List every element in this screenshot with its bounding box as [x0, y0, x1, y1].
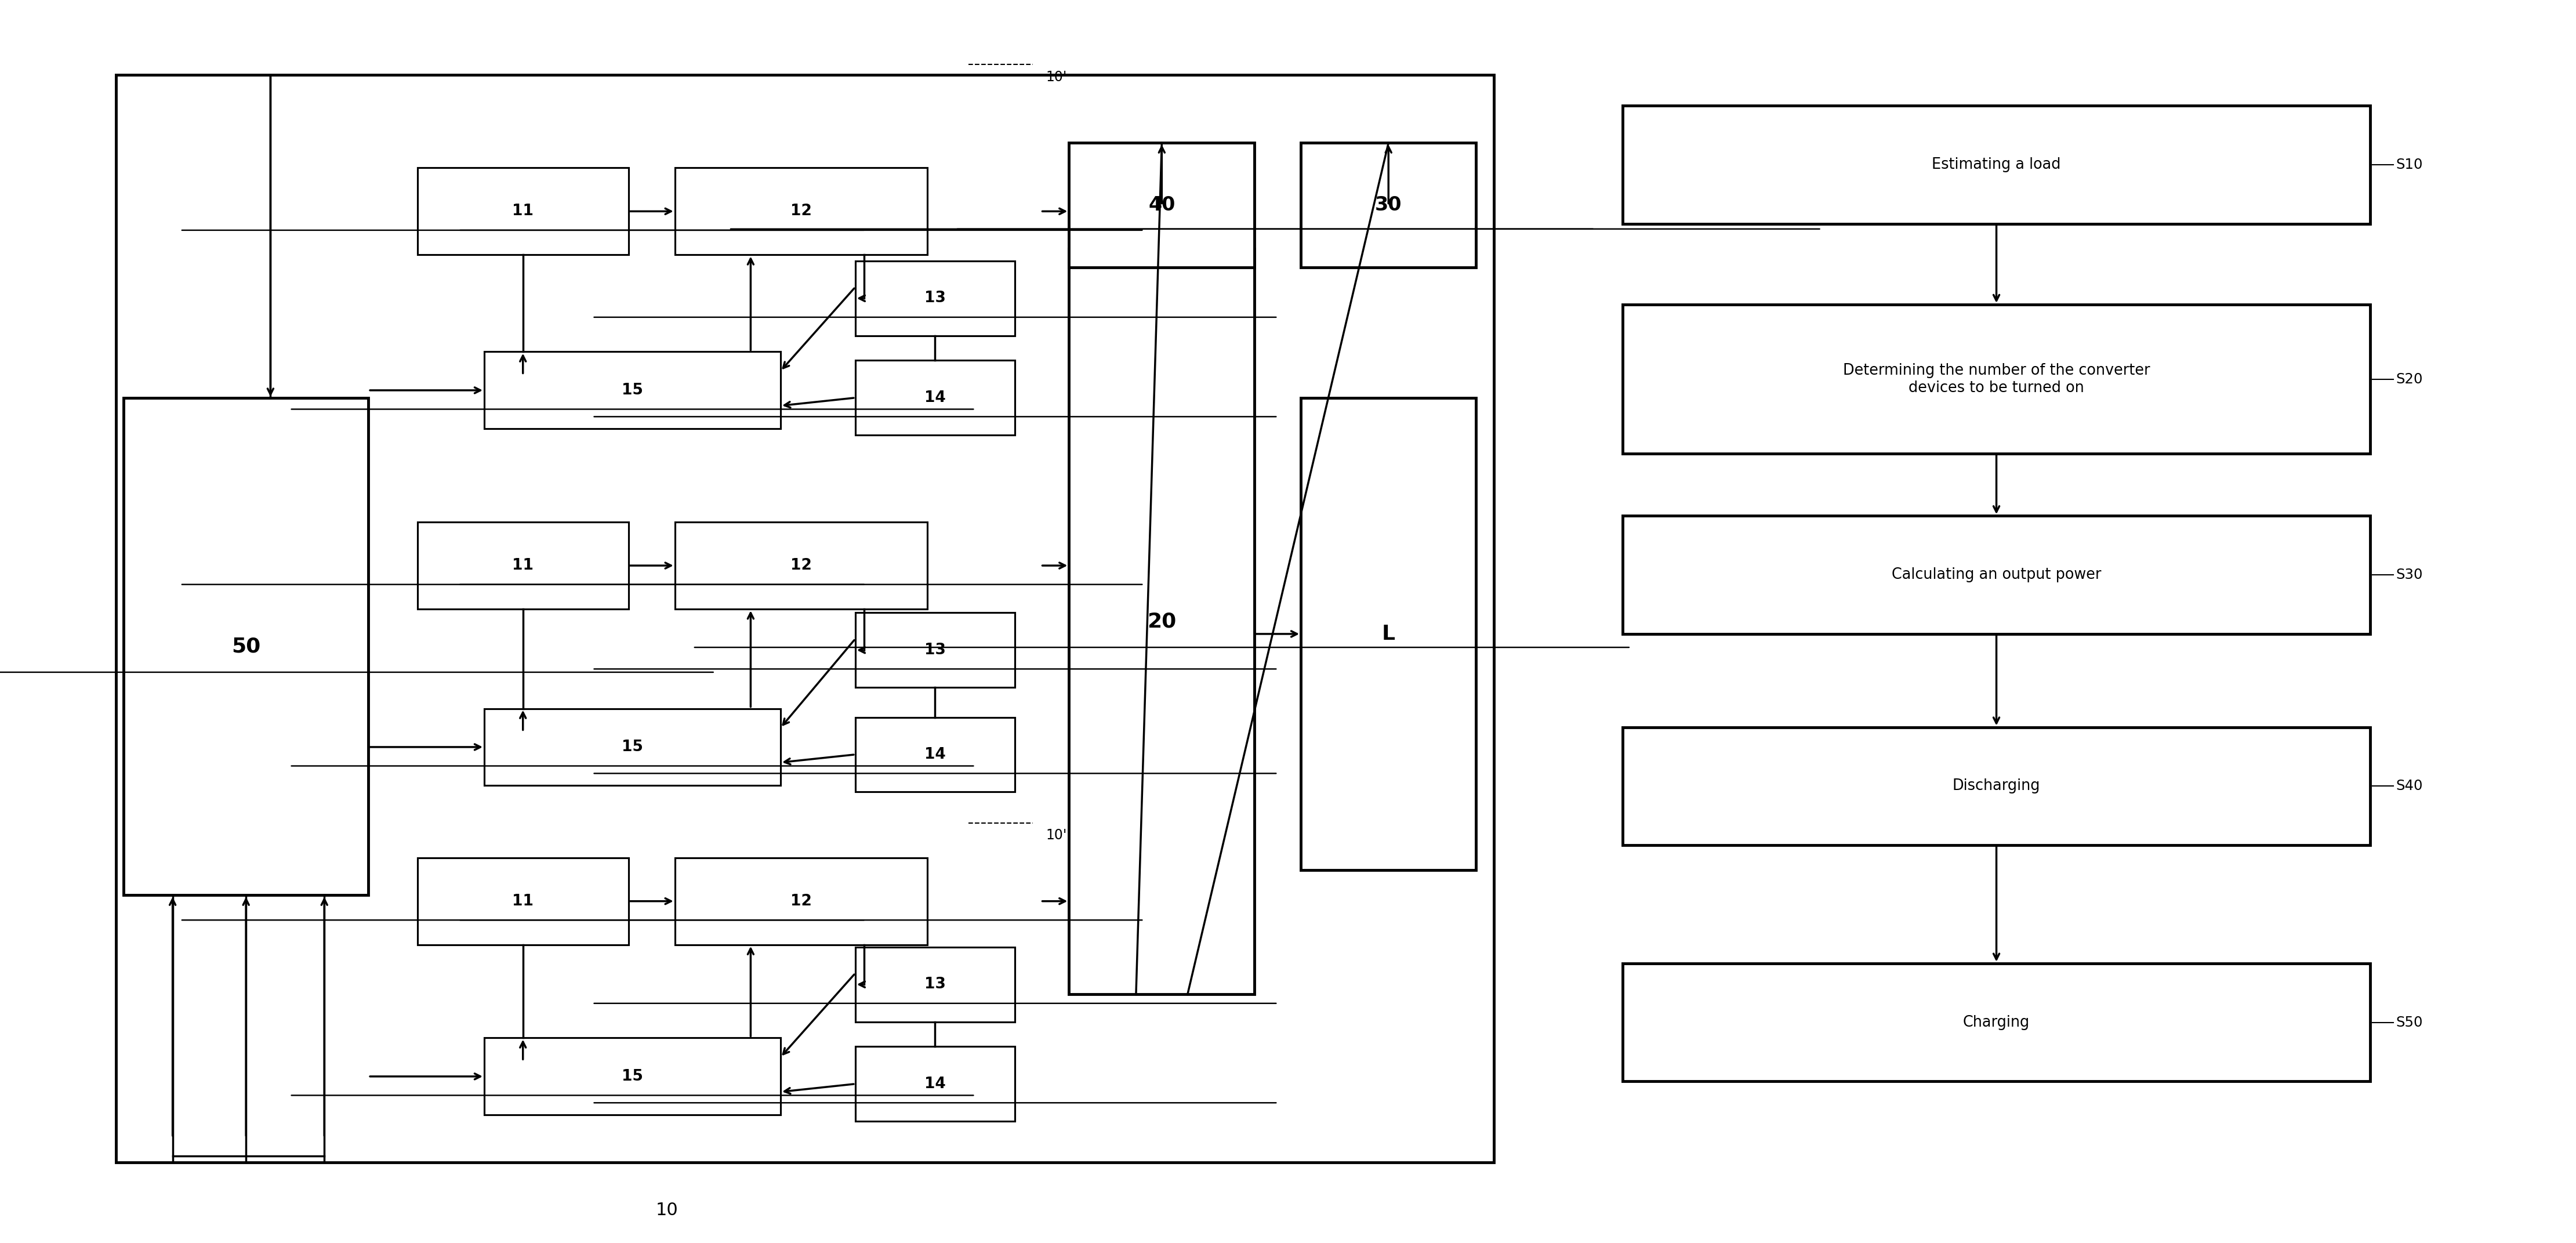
Text: 11: 11: [513, 558, 533, 573]
Text: 13: 13: [925, 291, 945, 306]
Text: 10': 10': [1046, 828, 1066, 843]
Text: 11: 11: [513, 894, 533, 909]
Text: Determining the number of the converter
devices to be turned on: Determining the number of the converter …: [1842, 363, 2151, 395]
Bar: [855, 717, 1015, 792]
Text: 15: 15: [621, 383, 644, 398]
Bar: [412, 843, 1020, 1121]
Text: 30: 30: [1376, 195, 1401, 215]
Text: 14: 14: [925, 390, 945, 405]
Bar: [855, 1047, 1015, 1121]
Bar: [484, 352, 781, 429]
Bar: [1301, 143, 1476, 267]
Bar: [1623, 106, 2370, 224]
Bar: [1069, 143, 1255, 267]
Bar: [124, 398, 368, 895]
Bar: [1623, 727, 2370, 845]
Text: Charging: Charging: [1963, 1014, 2030, 1030]
Text: 40: 40: [1149, 195, 1175, 215]
Text: Discharging: Discharging: [1953, 778, 2040, 794]
Bar: [392, 833, 1041, 1131]
Bar: [392, 491, 1041, 820]
Bar: [1623, 305, 2370, 454]
Bar: [412, 97, 1020, 469]
Bar: [417, 858, 629, 945]
Bar: [855, 360, 1015, 435]
Bar: [675, 168, 927, 255]
Text: 13: 13: [925, 977, 945, 992]
Text: 12: 12: [791, 204, 811, 219]
Text: 20: 20: [1146, 612, 1177, 631]
Text: S20: S20: [2396, 372, 2421, 387]
Text: S50: S50: [2396, 1016, 2421, 1029]
Text: L: L: [1381, 624, 1396, 644]
Text: 12: 12: [791, 558, 811, 573]
Text: 50: 50: [232, 636, 260, 656]
Bar: [484, 1038, 781, 1115]
Bar: [675, 858, 927, 945]
Text: S10: S10: [2396, 158, 2421, 172]
Text: 10': 10': [1046, 70, 1066, 85]
Text: 15: 15: [621, 1069, 644, 1084]
Bar: [855, 261, 1015, 336]
Bar: [855, 613, 1015, 687]
Text: S30: S30: [2396, 568, 2421, 582]
Bar: [417, 168, 629, 255]
Text: 14: 14: [925, 747, 945, 762]
Bar: [392, 87, 1041, 479]
Text: S40: S40: [2396, 779, 2421, 793]
Text: Estimating a load: Estimating a load: [1932, 157, 2061, 173]
Bar: [417, 522, 629, 609]
Bar: [1623, 516, 2370, 634]
Text: 15: 15: [621, 740, 644, 755]
Bar: [412, 501, 1020, 810]
Bar: [855, 947, 1015, 1022]
Text: 14: 14: [925, 1076, 945, 1091]
Text: 11: 11: [513, 204, 533, 219]
Bar: [1069, 249, 1255, 994]
Bar: [116, 75, 1494, 1162]
Bar: [1301, 398, 1476, 870]
Text: 12: 12: [791, 894, 811, 909]
Text: 10: 10: [657, 1202, 677, 1219]
Text: 13: 13: [925, 643, 945, 658]
Text: Calculating an output power: Calculating an output power: [1891, 567, 2102, 583]
Bar: [1623, 963, 2370, 1081]
Bar: [675, 522, 927, 609]
Bar: [484, 709, 781, 786]
